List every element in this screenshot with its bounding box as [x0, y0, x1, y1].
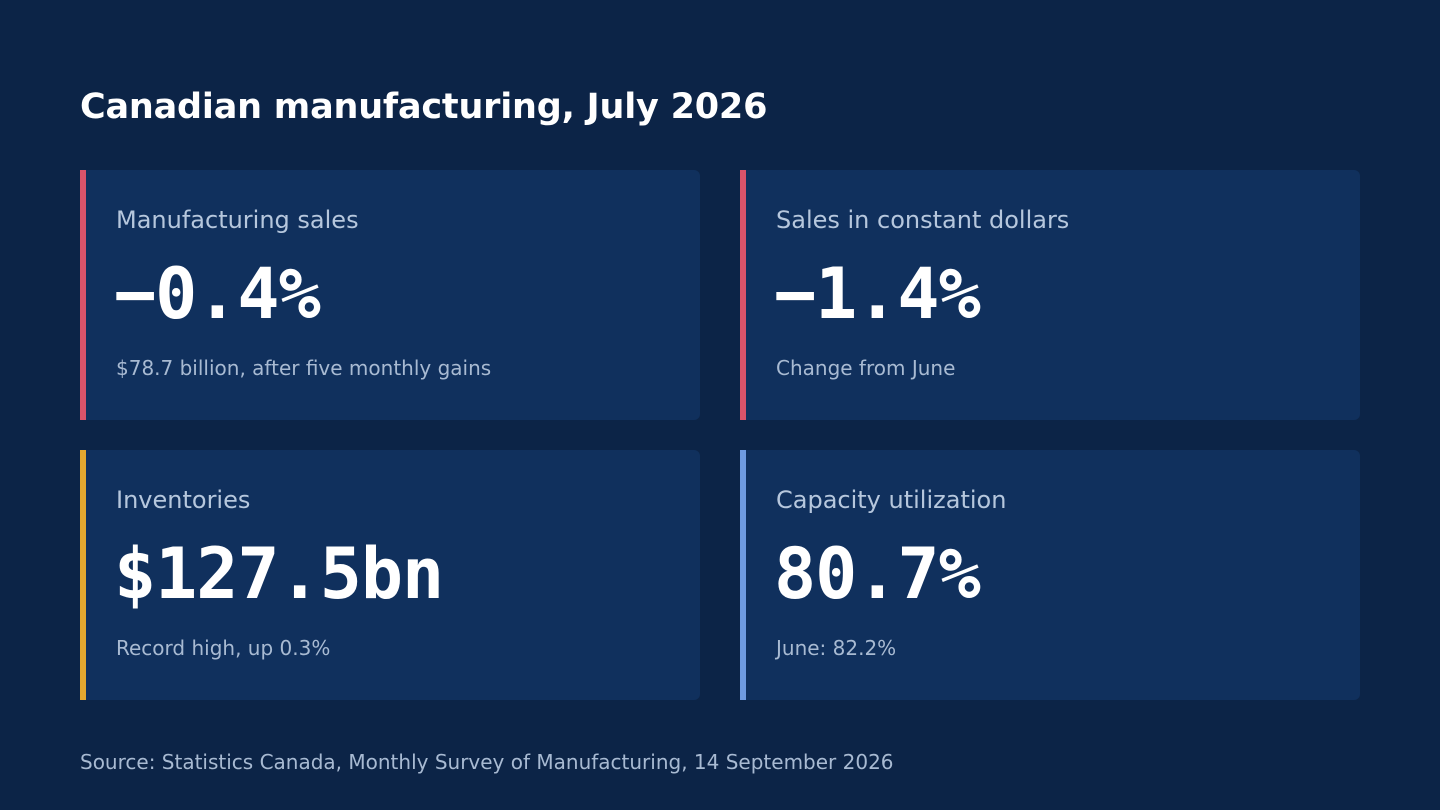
source-note: Source: Statistics Canada, Monthly Surve… [80, 750, 894, 774]
kpi-label: Manufacturing sales [116, 206, 359, 234]
kpi-label: Sales in constant dollars [776, 206, 1070, 234]
kpi-label: Inventories [116, 486, 251, 514]
accent-bar [80, 170, 86, 420]
kpi-card-capacity-utilization: Capacity utilization 80.7% June: 82.2% [740, 450, 1360, 700]
kpi-label: Capacity utilization [776, 486, 1007, 514]
kpi-note: Change from June [776, 356, 956, 380]
kpi-note: June: 82.2% [776, 636, 897, 660]
kpi-card-constant-dollars: Sales in constant dollars −1.4% Change f… [740, 170, 1360, 420]
kpi-value: −1.4% [774, 253, 981, 335]
kpi-value: 80.7% [774, 533, 981, 615]
kpi-value: $127.5bn [114, 533, 444, 615]
accent-bar [740, 170, 746, 420]
kpi-grid: Manufacturing sales −0.4% $78.7 billion,… [80, 170, 1360, 700]
kpi-note: Record high, up 0.3% [116, 636, 331, 660]
kpi-note: $78.7 billion, after five monthly gains [116, 356, 492, 380]
accent-bar [740, 450, 746, 700]
kpi-card-manufacturing-sales: Manufacturing sales −0.4% $78.7 billion,… [80, 170, 700, 420]
page-title: Canadian manufacturing, July 2026 [80, 87, 768, 127]
accent-bar [80, 450, 86, 700]
kpi-value: −0.4% [114, 253, 321, 335]
kpi-card-inventories: Inventories $127.5bn Record high, up 0.3… [80, 450, 700, 700]
